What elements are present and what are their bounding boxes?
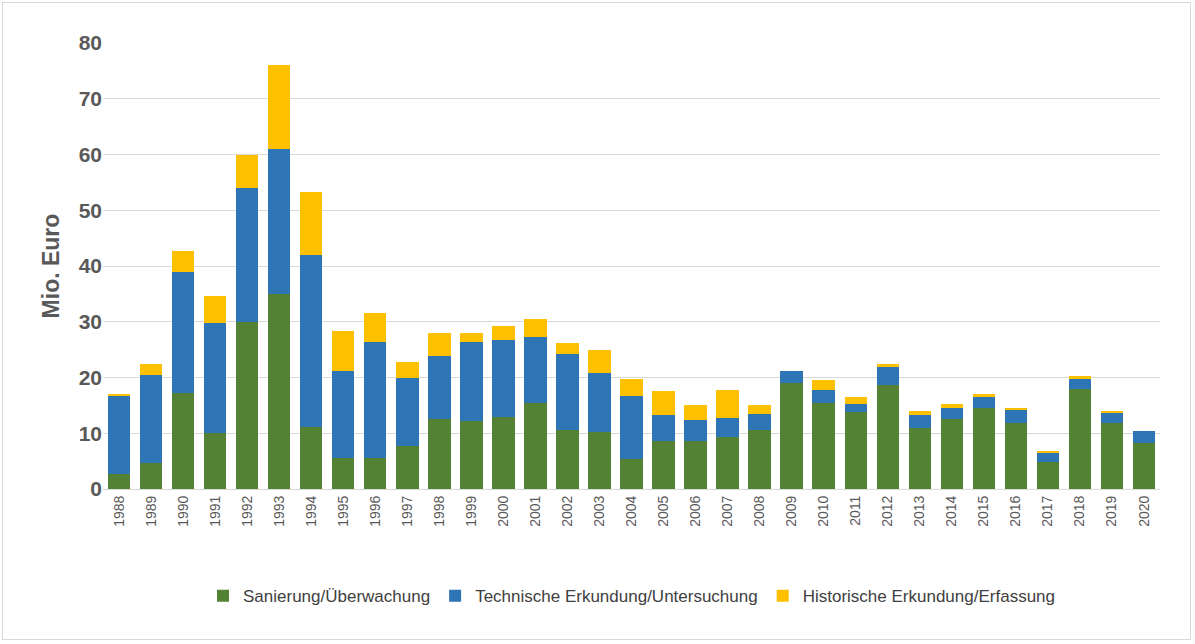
svg-text:2003: 2003	[591, 495, 607, 526]
svg-text:50: 50	[79, 199, 102, 222]
svg-text:30: 30	[79, 310, 102, 333]
svg-text:60: 60	[79, 143, 102, 166]
svg-text:2011: 2011	[847, 495, 863, 525]
svg-text:80: 80	[79, 31, 102, 54]
svg-text:2010: 2010	[815, 495, 831, 526]
svg-text:2015: 2015	[975, 495, 991, 526]
svg-text:2018: 2018	[1071, 495, 1087, 526]
svg-text:2006: 2006	[687, 495, 703, 526]
svg-text:1989: 1989	[143, 495, 159, 526]
svg-text:2001: 2001	[527, 495, 543, 526]
svg-text:0: 0	[90, 477, 102, 500]
svg-text:1996: 1996	[367, 495, 383, 526]
svg-text:1995: 1995	[335, 495, 351, 526]
svg-text:2017: 2017	[1039, 495, 1055, 526]
svg-text:1999: 1999	[463, 495, 479, 526]
svg-text:1994: 1994	[303, 495, 319, 526]
svg-text:1992: 1992	[239, 495, 255, 526]
svg-text:20: 20	[79, 366, 102, 389]
svg-text:2000: 2000	[495, 495, 511, 526]
svg-text:10: 10	[79, 422, 102, 445]
svg-text:2019: 2019	[1104, 495, 1120, 526]
svg-text:1990: 1990	[175, 495, 191, 526]
svg-text:1993: 1993	[271, 495, 287, 526]
svg-text:2009: 2009	[783, 495, 799, 526]
svg-text:2005: 2005	[655, 495, 671, 526]
svg-text:Mio. Euro: Mio. Euro	[38, 214, 64, 319]
svg-text:2014: 2014	[943, 495, 959, 526]
svg-text:Historische Erkundung/Erfassun: Historische Erkundung/Erfassung	[803, 587, 1055, 606]
svg-text:2007: 2007	[719, 495, 735, 526]
svg-text:Sanierung/Überwachung: Sanierung/Überwachung	[243, 587, 430, 606]
svg-text:40: 40	[79, 254, 102, 277]
svg-text:1991: 1991	[207, 495, 223, 526]
svg-text:2004: 2004	[623, 495, 639, 526]
svg-text:1988: 1988	[111, 495, 127, 526]
svg-text:1998: 1998	[431, 495, 447, 526]
svg-text:1997: 1997	[399, 495, 415, 526]
svg-text:2012: 2012	[879, 495, 895, 526]
svg-text:2020: 2020	[1136, 495, 1152, 526]
svg-text:Technische Erkundung/Untersuch: Technische Erkundung/Untersuchung	[475, 587, 758, 606]
svg-text:2013: 2013	[911, 495, 927, 526]
svg-text:2008: 2008	[751, 495, 767, 526]
svg-text:70: 70	[79, 87, 102, 110]
svg-text:2002: 2002	[559, 495, 575, 526]
svg-text:2016: 2016	[1007, 495, 1023, 526]
